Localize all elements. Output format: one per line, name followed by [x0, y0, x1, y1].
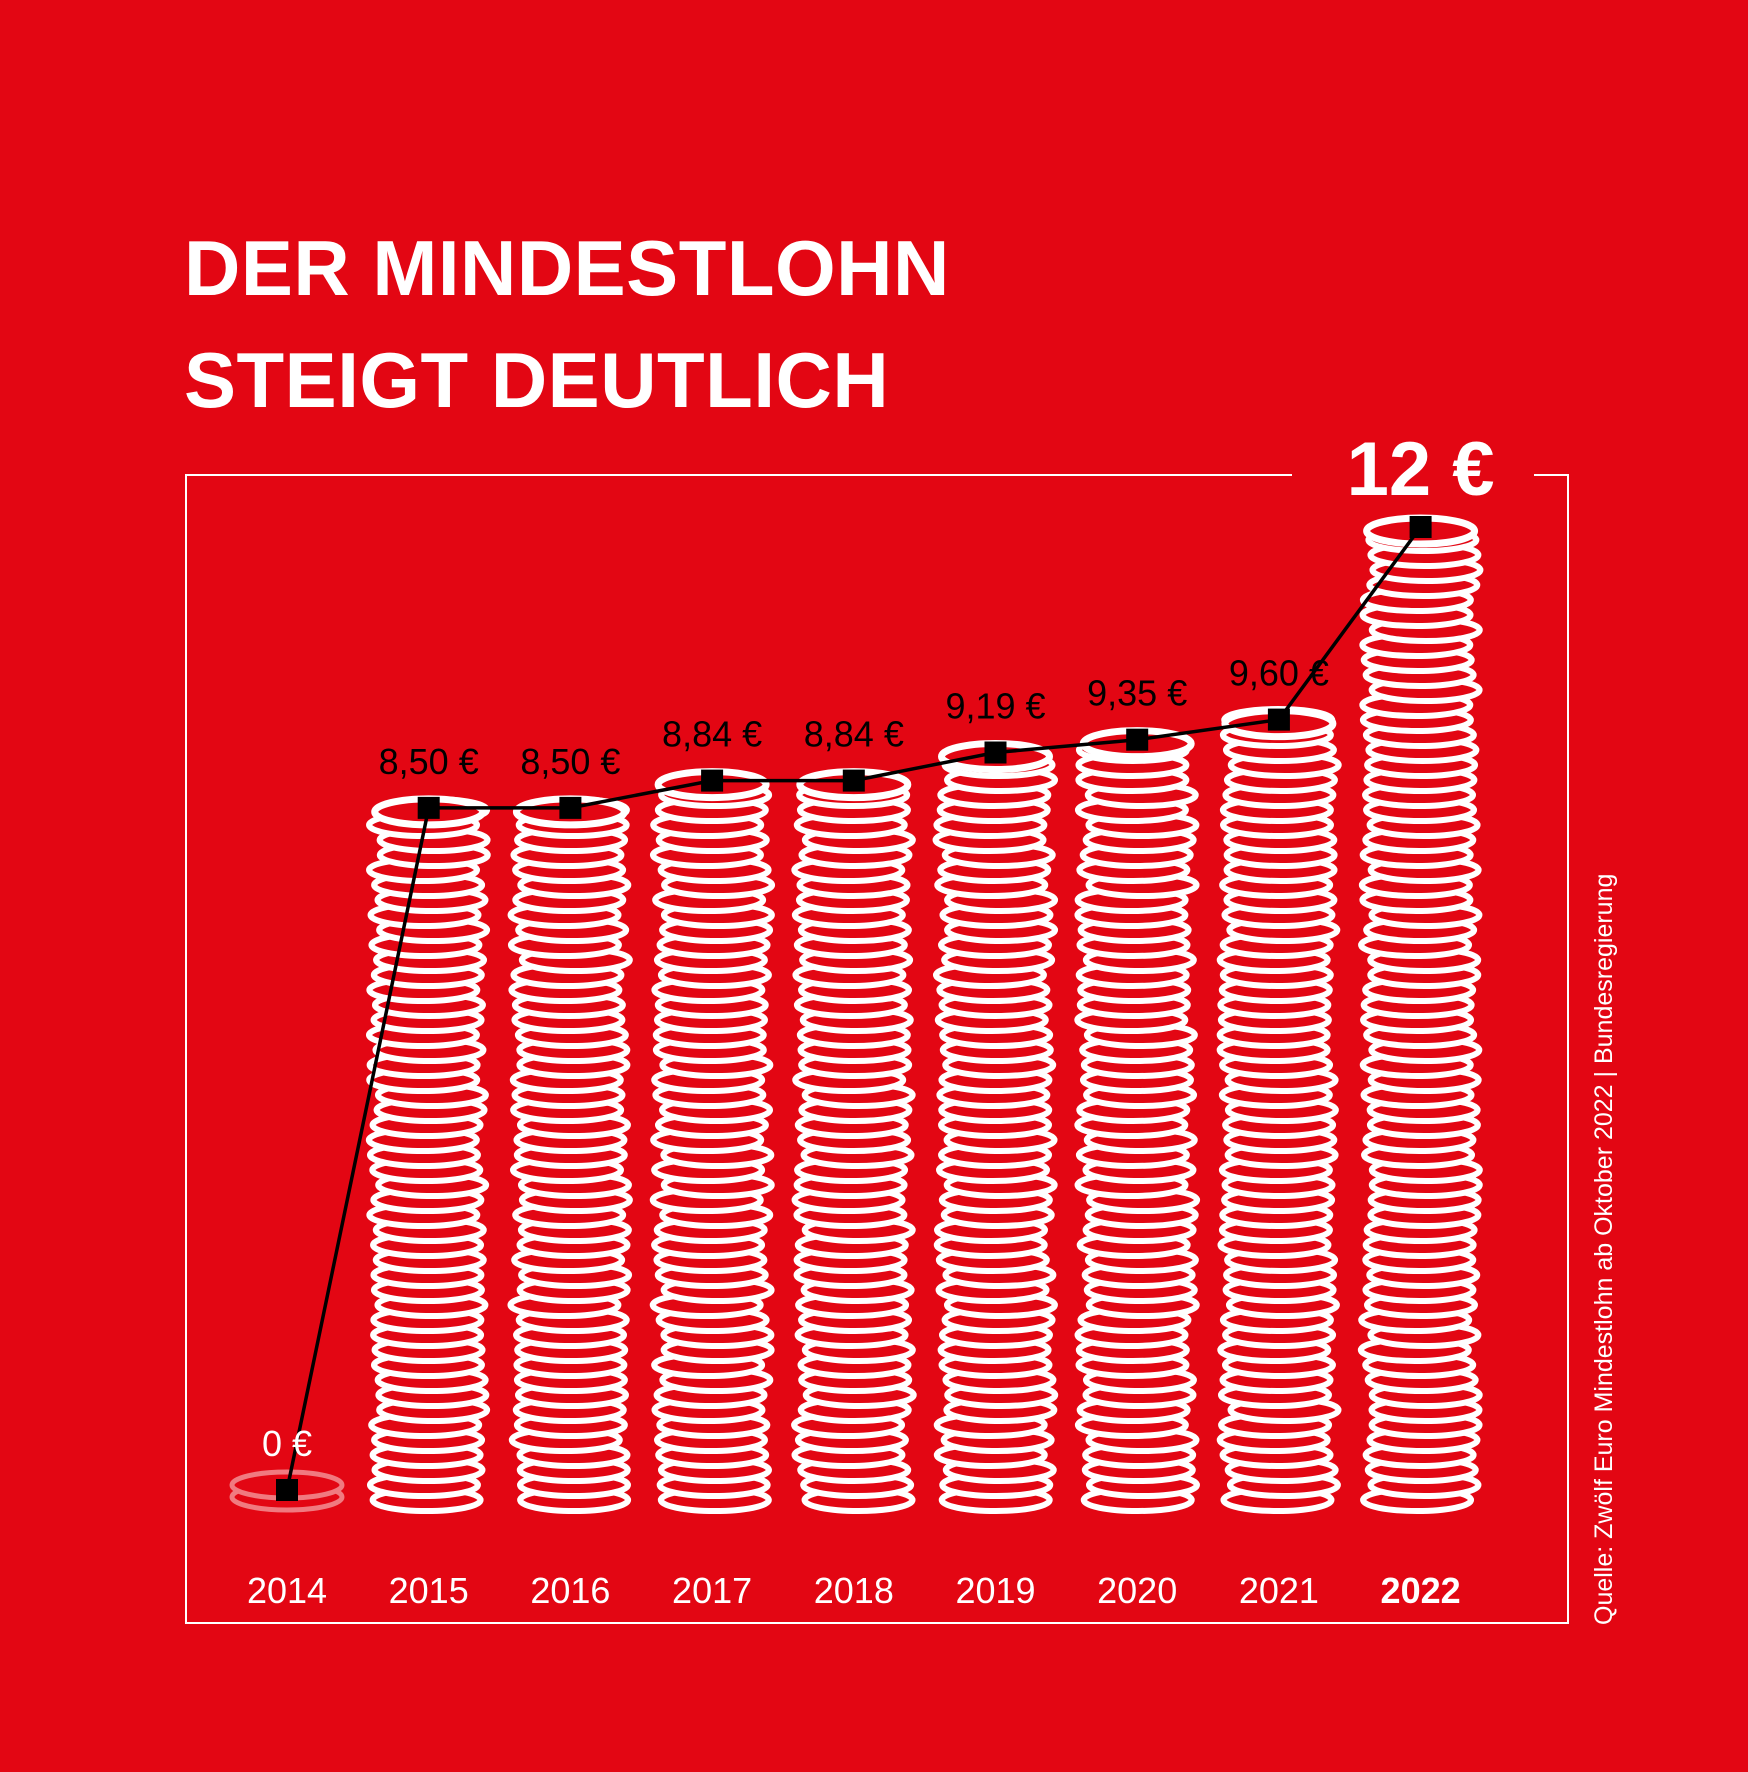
- chart-frame-group: [185, 470, 1569, 1624]
- coin-stack-2022: [1357, 514, 1484, 1514]
- chart-title: DER MINDESTLOHN STEIGT DEUTLICH: [184, 212, 950, 436]
- value-label-2022: 12 €: [1347, 427, 1495, 512]
- x-label-2018: 2018: [814, 1570, 894, 1611]
- x-label-2020: 2020: [1097, 1570, 1177, 1611]
- marker-2021: [1267, 708, 1290, 731]
- marker-2017: [701, 769, 724, 792]
- frame-gap: [1292, 470, 1534, 480]
- value-label-2014: 0 €: [262, 1423, 312, 1464]
- source-note: Quelle: Zwölf Euro Mindestlohn ab Oktobe…: [1590, 874, 1618, 1625]
- x-label-2019: 2019: [955, 1570, 1035, 1611]
- x-label-2016: 2016: [530, 1570, 610, 1611]
- x-label-2015: 2015: [389, 1570, 469, 1611]
- coin-stack-2020: [1074, 727, 1201, 1514]
- x-label-2014: 2014: [247, 1570, 327, 1611]
- x-label-2017: 2017: [672, 1570, 752, 1611]
- coin-stack-2021: [1216, 706, 1342, 1514]
- value-label-2017: 8,84 €: [662, 714, 762, 755]
- x-label-2021: 2021: [1239, 1570, 1319, 1611]
- coin-stack-2015: [365, 795, 491, 1514]
- coin-stack-2017: [649, 768, 776, 1514]
- marker-2015: [417, 796, 440, 819]
- value-label-2015: 8,50 €: [379, 741, 479, 782]
- x-axis-labels: 2014 2015 2016 2017 2018 2019 2020 2021 2022: [247, 1570, 1461, 1611]
- value-label-2016: 8,50 €: [520, 741, 620, 782]
- value-label-2019: 9,19 €: [945, 686, 1045, 727]
- marker-2016: [559, 796, 582, 819]
- x-label-2022: 2022: [1381, 1570, 1461, 1611]
- data-markers: [276, 516, 1432, 1501]
- marker-2014: [276, 1479, 298, 1501]
- marker-2018: [842, 769, 865, 792]
- value-labels: 0 € 8,50 € 8,50 € 8,84 € 8,84 € 9,19 € 9,35 € 9…: [262, 427, 1495, 1464]
- marker-2022: [1409, 516, 1432, 538]
- value-label-2020: 9,35 €: [1087, 673, 1187, 714]
- marker-2019: [984, 741, 1007, 764]
- coin-stack-2016: [507, 795, 633, 1514]
- marker-2020: [1126, 728, 1149, 751]
- coin-stack-2018: [791, 768, 917, 1514]
- value-label-2021: 9,60 €: [1229, 653, 1329, 694]
- coin-stacks: [229, 514, 1484, 1514]
- title-line-2: STEIGT DEUTLICH: [184, 336, 890, 424]
- coin-stack-2019: [932, 740, 1059, 1514]
- title-line-1: DER MINDESTLOHN: [184, 224, 950, 312]
- value-label-2018: 8,84 €: [804, 714, 904, 755]
